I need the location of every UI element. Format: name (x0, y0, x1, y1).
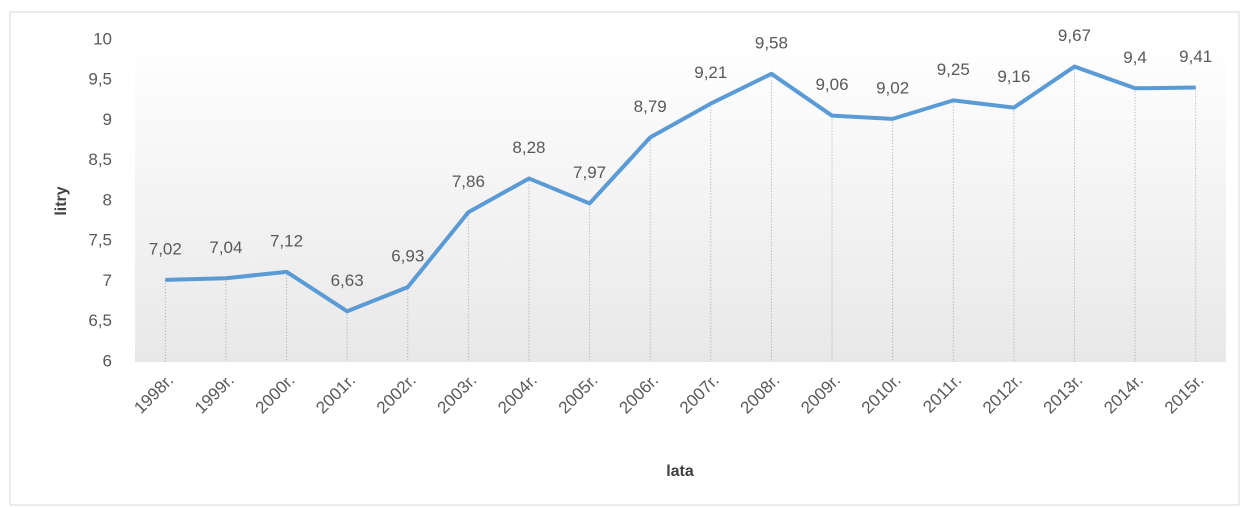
x-tick-label: 2011r. (919, 371, 965, 417)
x-tick-label: 1999r. (191, 371, 238, 418)
data-label: 9,06 (815, 75, 848, 94)
data-line (165, 64, 1196, 314)
x-tick-label: 2010r. (858, 371, 905, 418)
x-tick-label: 2005r. (555, 371, 602, 418)
data-label: 8,28 (512, 138, 545, 157)
y-tick-label: 9 (103, 110, 112, 129)
x-tick-label: 2012r. (979, 371, 1026, 418)
data-label: 8,79 (634, 97, 667, 116)
data-label: 7,02 (149, 239, 182, 258)
y-tick-label: 8 (103, 190, 112, 209)
data-label: 6,63 (331, 271, 364, 290)
x-tick-label: 2009r. (797, 371, 844, 418)
x-tick-label: 1998r. (130, 371, 177, 418)
y-axis-title: litry (53, 186, 70, 215)
data-label: 9,25 (937, 60, 970, 79)
y-tick-label: 7,5 (88, 231, 112, 250)
x-tick-label: 2013r. (1040, 371, 1087, 418)
data-label: 7,97 (573, 163, 606, 182)
x-tick-label: 2008r. (737, 371, 784, 418)
x-tick-label: 2014r. (1100, 371, 1147, 418)
plot-area (135, 40, 1226, 362)
data-label: 9,41 (1179, 47, 1212, 66)
data-label: 9,4 (1123, 48, 1147, 67)
data-label: 9,16 (997, 67, 1030, 86)
x-tick-label: 2007r. (676, 371, 723, 418)
x-tick-label: 2004r. (494, 371, 541, 418)
y-tick-label: 6,5 (88, 311, 112, 330)
data-label: 6,93 (391, 247, 424, 266)
y-tick-label: 9,5 (88, 70, 112, 89)
data-label: 7,12 (270, 231, 303, 250)
data-label: 9,67 (1058, 26, 1091, 45)
x-tick-label: 2003r. (434, 371, 481, 418)
x-tick-label: 2002r. (373, 371, 420, 418)
chart-border (9, 11, 1240, 506)
y-tick-label: 10 (93, 29, 112, 48)
y-tick-label: 7 (103, 271, 112, 290)
x-tick-label: 2000r. (252, 371, 299, 418)
data-label: 7,86 (452, 172, 485, 191)
data-label: 9,58 (755, 33, 788, 52)
data-label: 7,04 (209, 238, 242, 257)
data-label: 9,02 (876, 78, 909, 97)
y-tick-label: 8,5 (88, 150, 112, 169)
x-axis-title: lata (666, 463, 694, 480)
x-tick-label: 2001r. (312, 371, 359, 418)
data-label: 9,21 (694, 63, 727, 82)
x-tick-label: 2015r. (1161, 371, 1208, 418)
y-tick-label: 6 (103, 351, 112, 370)
x-tick-label: 2006r. (615, 371, 662, 418)
